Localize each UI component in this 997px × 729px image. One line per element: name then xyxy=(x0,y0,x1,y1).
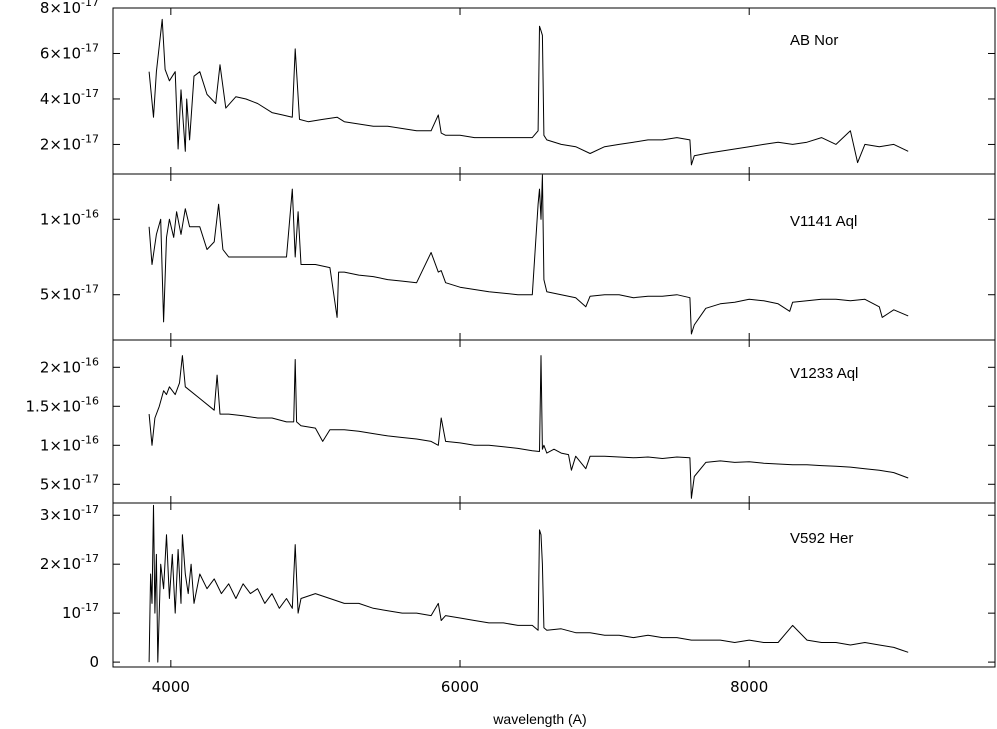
panel-frame xyxy=(112,502,996,668)
x-tick-label: 8000 xyxy=(730,678,768,696)
panels-group: 2×10-17 4×10-17 6×10-17 8×10-17 AB Nor 5×10-1… xyxy=(26,0,996,671)
spectrum-line xyxy=(148,355,909,499)
spectrum-line xyxy=(148,18,909,166)
y-tick-label: 5×10-17 xyxy=(40,283,99,304)
panel-3: 5×10-17 1×10-16 1.5×10-16 2×10-16 V1233 Aql xyxy=(26,339,996,504)
y-tick-label: 1×10-16 xyxy=(40,207,99,228)
panel-frame xyxy=(112,339,996,504)
x-axis: 4000 6000 8000 xyxy=(152,678,769,696)
y-tick-label: 1.5×10-16 xyxy=(26,394,99,415)
panel-1: 2×10-17 4×10-17 6×10-17 8×10-17 AB Nor xyxy=(40,0,996,175)
y-tick-label: 1×10-16 xyxy=(40,433,99,454)
panel-label: AB Nor xyxy=(790,32,838,49)
panel-label: V1233 Aql xyxy=(790,365,858,382)
panel-label: V592 Her xyxy=(790,530,853,547)
y-tick-label: 2×10-16 xyxy=(40,355,99,376)
y-tick-label: 2×10-17 xyxy=(40,552,99,573)
y-tick-label: 4×10-17 xyxy=(40,87,99,108)
y-tick-label: 8×10-17 xyxy=(40,0,99,17)
y-tick-label: 0 xyxy=(89,653,99,671)
panel-4: 0 10-17 2×10-17 3×10-17 V592 Her xyxy=(40,502,996,671)
x-tick-label: 4000 xyxy=(152,678,190,696)
y-tick-label: 2×10-17 xyxy=(40,132,99,153)
y-tick-label: 3×10-17 xyxy=(40,503,99,524)
y-tick-label: 5×10-17 xyxy=(40,472,99,493)
y-tick-label: 10-17 xyxy=(62,601,99,622)
x-tick-label: 6000 xyxy=(441,678,479,696)
x-axis-title: wavelength (A) xyxy=(492,711,586,727)
spectrum-line xyxy=(148,174,909,335)
panel-2: 5×10-17 1×10-16 V1141 Aql xyxy=(40,173,996,341)
y-tick-label: 6×10-17 xyxy=(40,41,99,62)
panel-label: V1141 Aql xyxy=(790,213,857,230)
spectrum-line xyxy=(148,504,909,663)
